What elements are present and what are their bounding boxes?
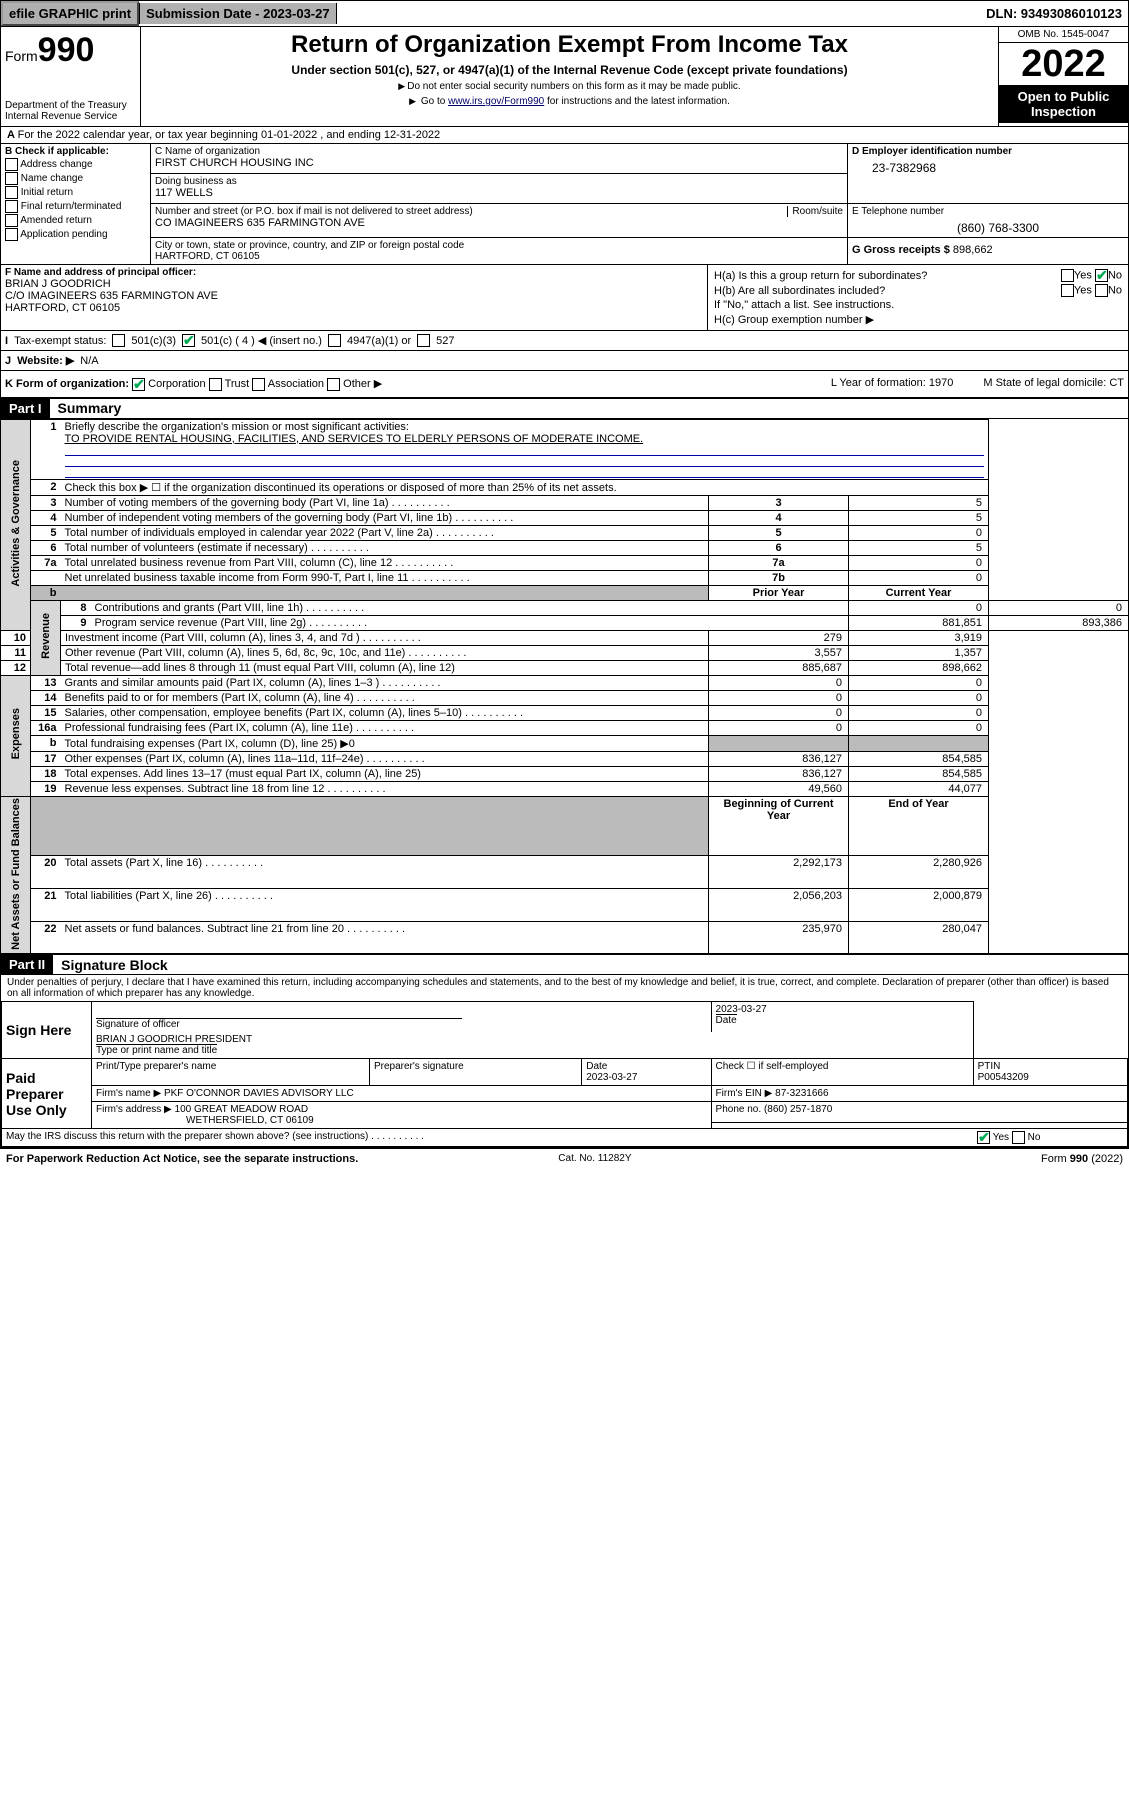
section-g: G Gross receipts $ 898,662 (848, 237, 1128, 264)
header-left: Form990 Department of the Treasury Inter… (1, 27, 141, 126)
dba: 117 WELLS (155, 187, 843, 199)
form-subtitle: Under section 501(c), 527, or 4947(a)(1)… (149, 63, 990, 77)
side-gov: Activities & Governance (10, 460, 22, 587)
row-j: J Website: ▶ N/A (0, 351, 1129, 371)
omb-number: OMB No. 1545-0047 (999, 27, 1128, 43)
top-bar: efile GRAPHIC print Submission Date - 20… (0, 0, 1129, 27)
cat-no: Cat. No. 11282Y (558, 1153, 631, 1165)
ein: 23-7382968 (852, 157, 1124, 175)
side-exp: Expenses (10, 708, 22, 759)
dln: DLN: 93493086010123 (980, 3, 1128, 24)
part1-header: Part I Summary (0, 398, 1129, 419)
signature-block: Under penalties of perjury, I declare th… (0, 975, 1129, 1148)
row-k: K Form of organization: Corporation Trus… (0, 371, 1129, 398)
officer-name: BRIAN J GOODRICH PRESIDENT (96, 1034, 969, 1045)
gross-receipts: 898,662 (953, 244, 993, 256)
section-fgh: F Name and address of principal officer:… (0, 264, 1129, 331)
footer: For Paperwork Reduction Act Notice, see … (0, 1148, 1129, 1169)
mission: TO PROVIDE RENTAL HOUSING, FACILITIES, A… (65, 433, 644, 445)
city: HARTFORD, CT 06105 (155, 251, 843, 262)
note-ssn: Do not enter social security numbers on … (149, 81, 990, 92)
summary-table: Activities & Governance 1 Briefly descri… (0, 419, 1129, 955)
section-c: C Name of organization FIRST CHURCH HOUS… (151, 144, 1128, 264)
preparer-phone: (860) 257-1870 (764, 1104, 832, 1115)
city-block: City or town, state or province, country… (151, 237, 848, 264)
check-name[interactable]: Name change (5, 172, 146, 185)
section-abcde: B Check if applicable: Address change Na… (0, 144, 1129, 264)
check-address[interactable]: Address change (5, 158, 146, 171)
row-i: I Tax-exempt status: 501(c)(3) 501(c) ( … (0, 331, 1129, 351)
street: CO IMAGINEERS 635 FARMINGTON AVE (155, 217, 843, 229)
street-block: Number and street (or P.O. box if mail i… (151, 204, 848, 237)
firm-name: PKF O'CONNOR DAVIES ADVISORY LLC (164, 1088, 354, 1099)
header-right: OMB No. 1545-0047 2022 Open to Public In… (998, 27, 1128, 126)
sign-here-label: Sign Here (2, 1002, 92, 1059)
submission-date: Submission Date - 2023-03-27 (139, 3, 337, 24)
check-pending[interactable]: Application pending (5, 228, 146, 241)
org-name: FIRST CHURCH HOUSING INC (155, 157, 843, 169)
declaration: Under penalties of perjury, I declare th… (1, 975, 1128, 1001)
section-b: B Check if applicable: Address change Na… (1, 144, 151, 264)
dept-label: Department of the Treasury Internal Reve… (5, 100, 136, 122)
side-net: Net Assets or Fund Balances (10, 798, 22, 950)
section-f: F Name and address of principal officer:… (1, 265, 708, 330)
form-header: Form990 Department of the Treasury Inter… (0, 27, 1129, 127)
telephone: (860) 768-3300 (852, 217, 1124, 235)
org-name-block: C Name of organization FIRST CHURCH HOUS… (151, 144, 848, 204)
section-h: H(a) Is this a group return for subordin… (708, 265, 1128, 330)
check-amended[interactable]: Amended return (5, 214, 146, 227)
check-final[interactable]: Final return/terminated (5, 200, 146, 213)
header-mid: Return of Organization Exempt From Incom… (141, 27, 998, 126)
section-d: D Employer identification number 23-7382… (848, 144, 1128, 204)
state-domicile: M State of legal domicile: CT (983, 377, 1124, 391)
paid-preparer-label: Paid Preparer Use Only (2, 1059, 92, 1129)
efile-print-button[interactable]: efile GRAPHIC print (1, 1, 139, 26)
form-number: Form990 (5, 31, 136, 70)
firm-ein: 87-3231666 (775, 1088, 828, 1099)
side-rev: Revenue (40, 613, 52, 659)
irs-link[interactable]: www.irs.gov/Form990 (448, 96, 544, 107)
footer-left: For Paperwork Reduction Act Notice, see … (6, 1153, 358, 1165)
period-row: A For the 2022 calendar year, or tax yea… (0, 127, 1129, 144)
section-e: E Telephone number (860) 768-3300 (848, 204, 1128, 237)
check-initial[interactable]: Initial return (5, 186, 146, 199)
ptin: P00543209 (978, 1072, 1029, 1083)
note-link: Go to www.irs.gov/Form990 for instructio… (149, 96, 990, 107)
form-title: Return of Organization Exempt From Incom… (149, 31, 990, 59)
open-inspection: Open to Public Inspection (999, 85, 1128, 123)
tax-year: 2022 (999, 43, 1128, 85)
year-formation: L Year of formation: 1970 (831, 377, 954, 391)
form-ref: Form 990 (2022) (1041, 1153, 1123, 1165)
part2-header: Part II Signature Block (0, 954, 1129, 975)
